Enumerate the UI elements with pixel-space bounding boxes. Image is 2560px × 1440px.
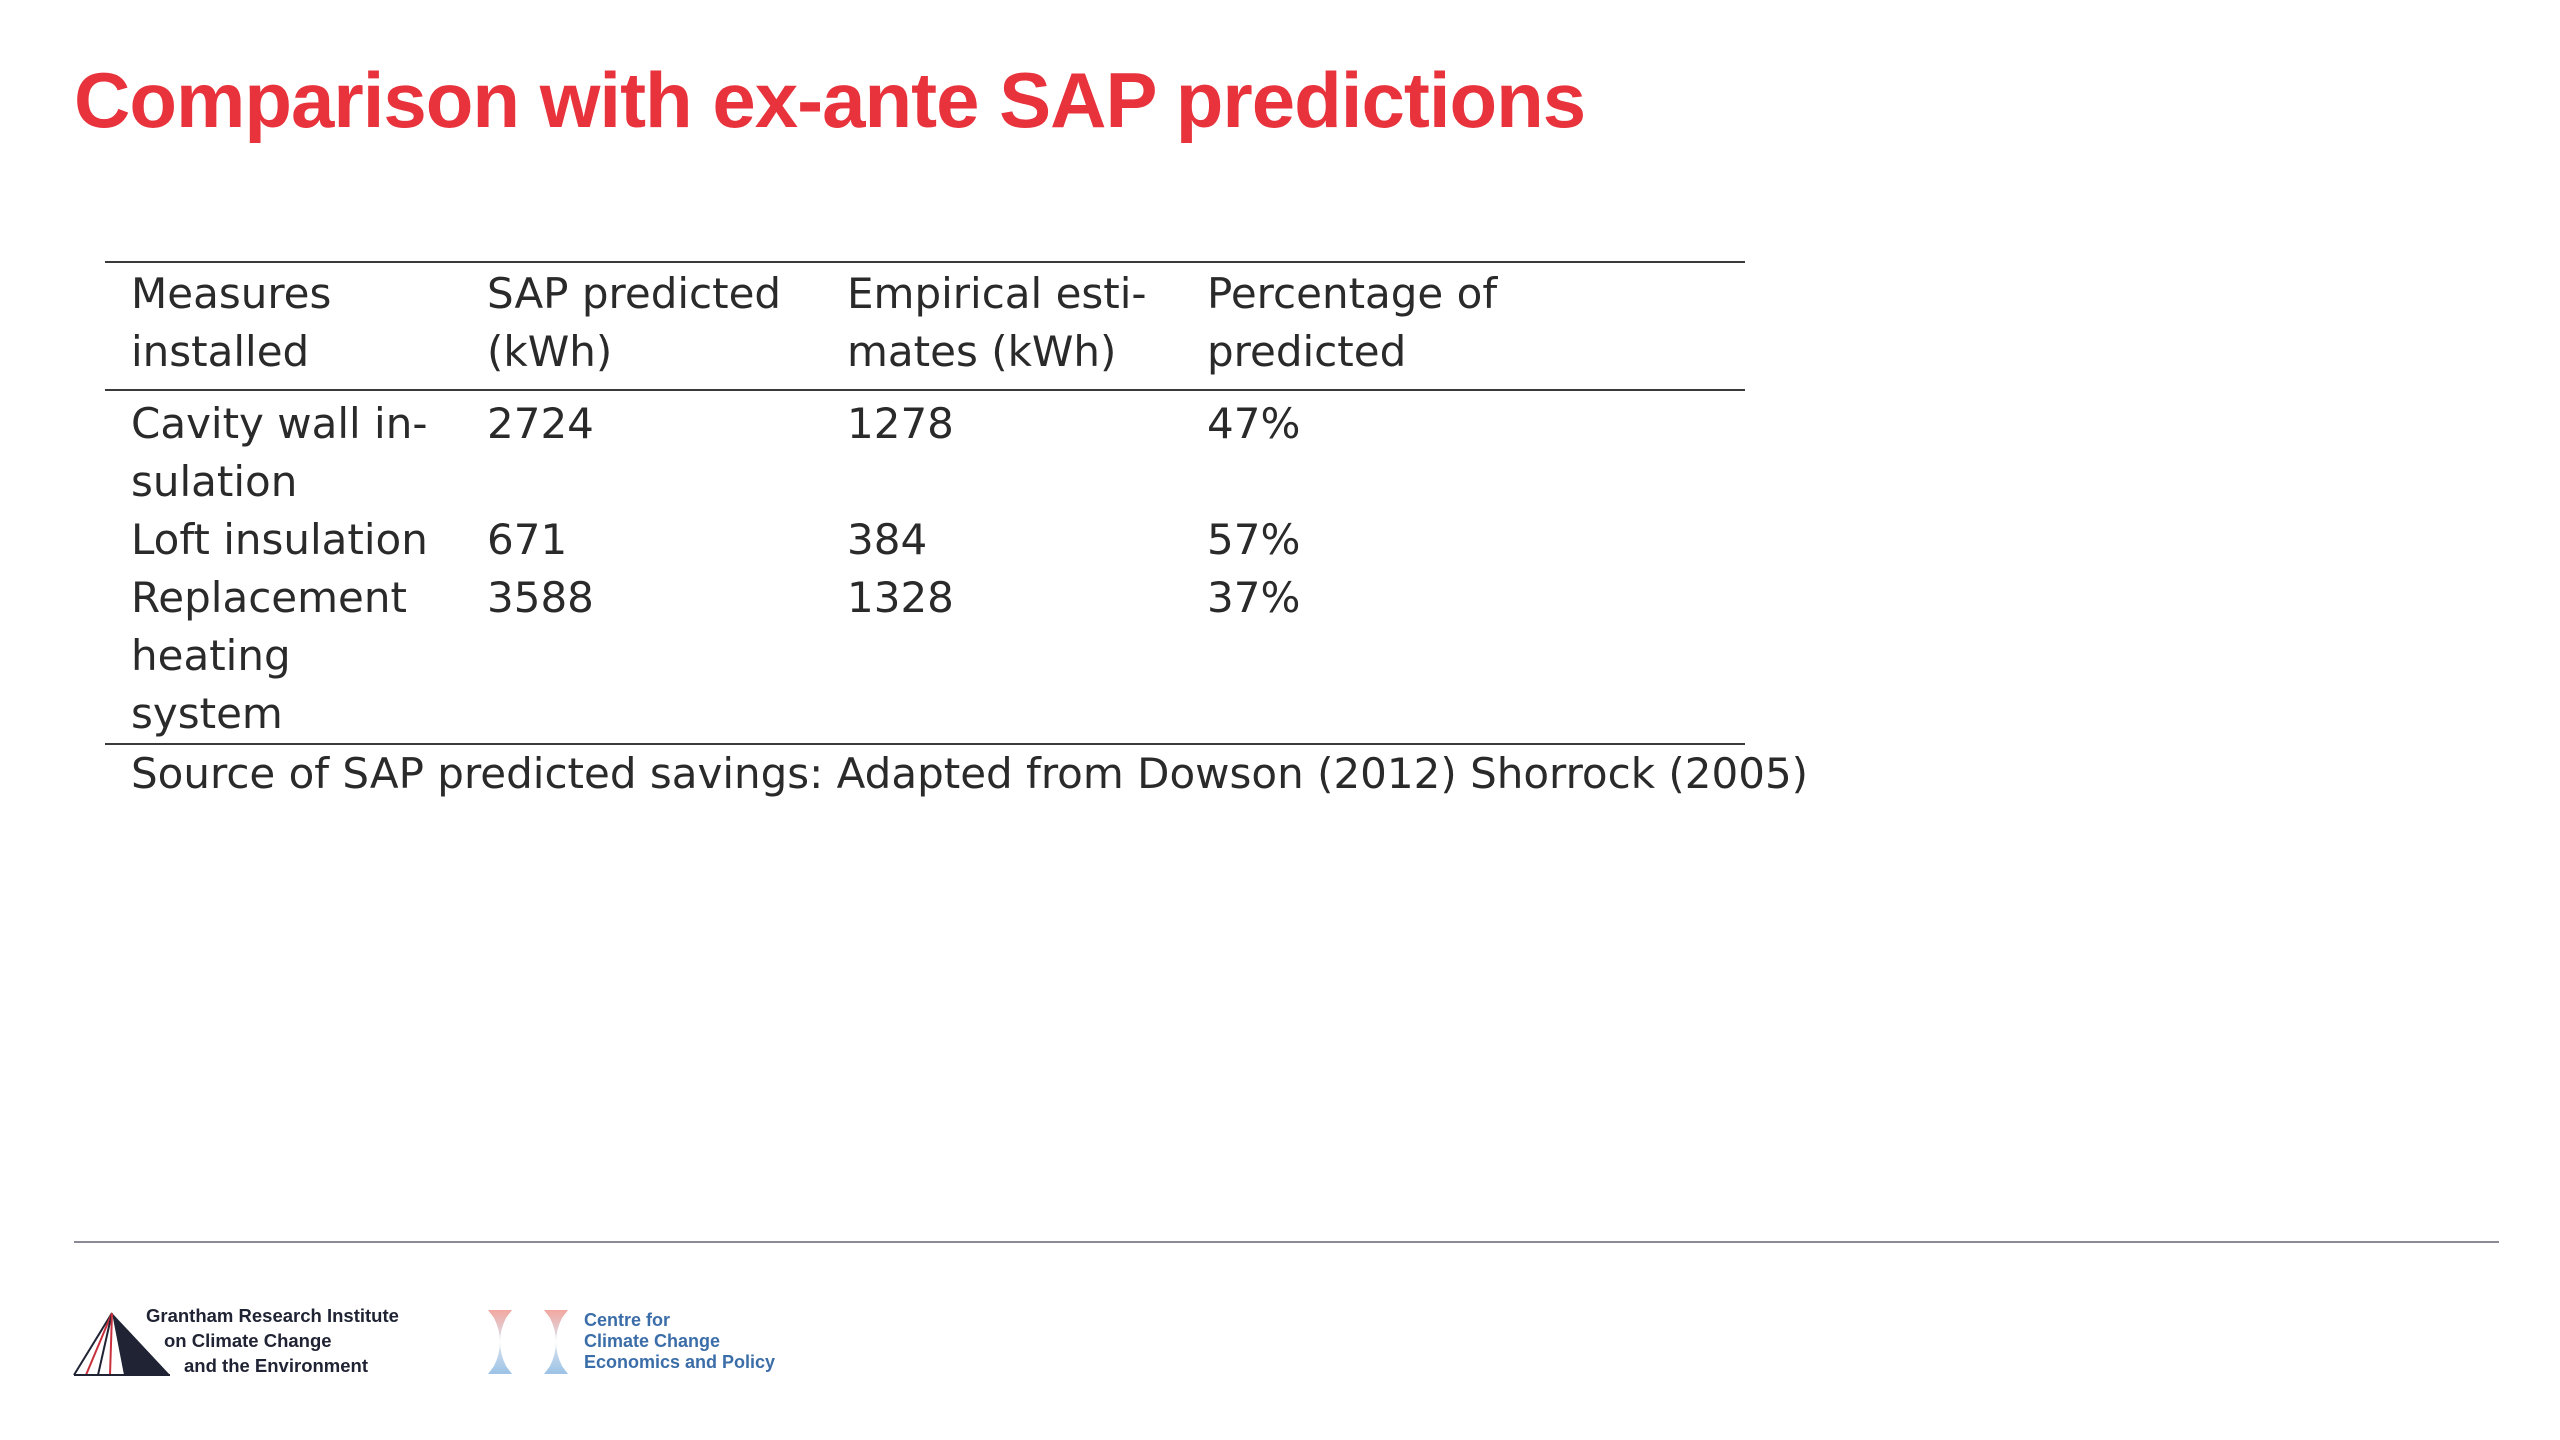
- header-sap-predicted: SAP predicted (kWh): [487, 269, 782, 376]
- savings-table-container: Measures installed SAP predicted (kWh) Emp…: [105, 261, 1809, 803]
- table-row: Replacement heating system 3588 1328 37%: [105, 569, 1745, 744]
- cccep-logo-text: Centre for Climate Change Economics and …: [584, 1310, 776, 1372]
- cccep-brackets-icon: [488, 1310, 568, 1374]
- table-header-row: Measures installed SAP predicted (kWh) Emp…: [105, 262, 1745, 390]
- grantham-logo-text: Grantham Research Institute on Climate C…: [146, 1305, 399, 1376]
- grantham-mountain-icon: [73, 1312, 170, 1376]
- cell-empirical: 384: [847, 515, 928, 564]
- table-row: Loft insulation 671 384 57%: [105, 511, 1745, 569]
- cell-empirical: 1278: [847, 399, 954, 448]
- cell-empirical: 1328: [847, 573, 954, 622]
- table-source-row: Source of SAP predicted savings: Adapted…: [105, 744, 1809, 803]
- cell-sap-predicted: 3588: [487, 573, 594, 622]
- footer-divider: [74, 1241, 2499, 1243]
- cell-sap-predicted: 2724: [487, 399, 594, 448]
- savings-comparison-table: Measures installed SAP predicted (kWh) Emp…: [105, 261, 1809, 803]
- header-measures-installed: Measures installed: [131, 269, 332, 376]
- cell-measure: Cavity wall in-sulation: [131, 399, 428, 506]
- cell-percentage: 37%: [1207, 573, 1301, 622]
- cccep-logo: Centre for Climate Change Economics and …: [486, 1308, 806, 1388]
- cell-percentage: 47%: [1207, 399, 1301, 448]
- cell-measure: Replacement heating system: [131, 573, 407, 738]
- table-row: Cavity wall in-sulation 2724 1278 47%: [105, 390, 1745, 511]
- cell-sap-predicted: 671: [487, 515, 568, 564]
- header-empirical-estimates: Empirical esti-mates (kWh): [847, 269, 1147, 376]
- cell-measure: Loft insulation: [131, 515, 428, 564]
- source-note: Source of SAP predicted savings: Adapted…: [131, 749, 1809, 798]
- slide-title: Comparison with ex-ante SAP predictions: [74, 56, 1586, 144]
- cell-percentage: 57%: [1207, 515, 1301, 564]
- grantham-institute-logo: Grantham Research Institute on Climate C…: [72, 1303, 432, 1383]
- header-percentage-of-predicted: Percentage of predicted: [1207, 269, 1498, 376]
